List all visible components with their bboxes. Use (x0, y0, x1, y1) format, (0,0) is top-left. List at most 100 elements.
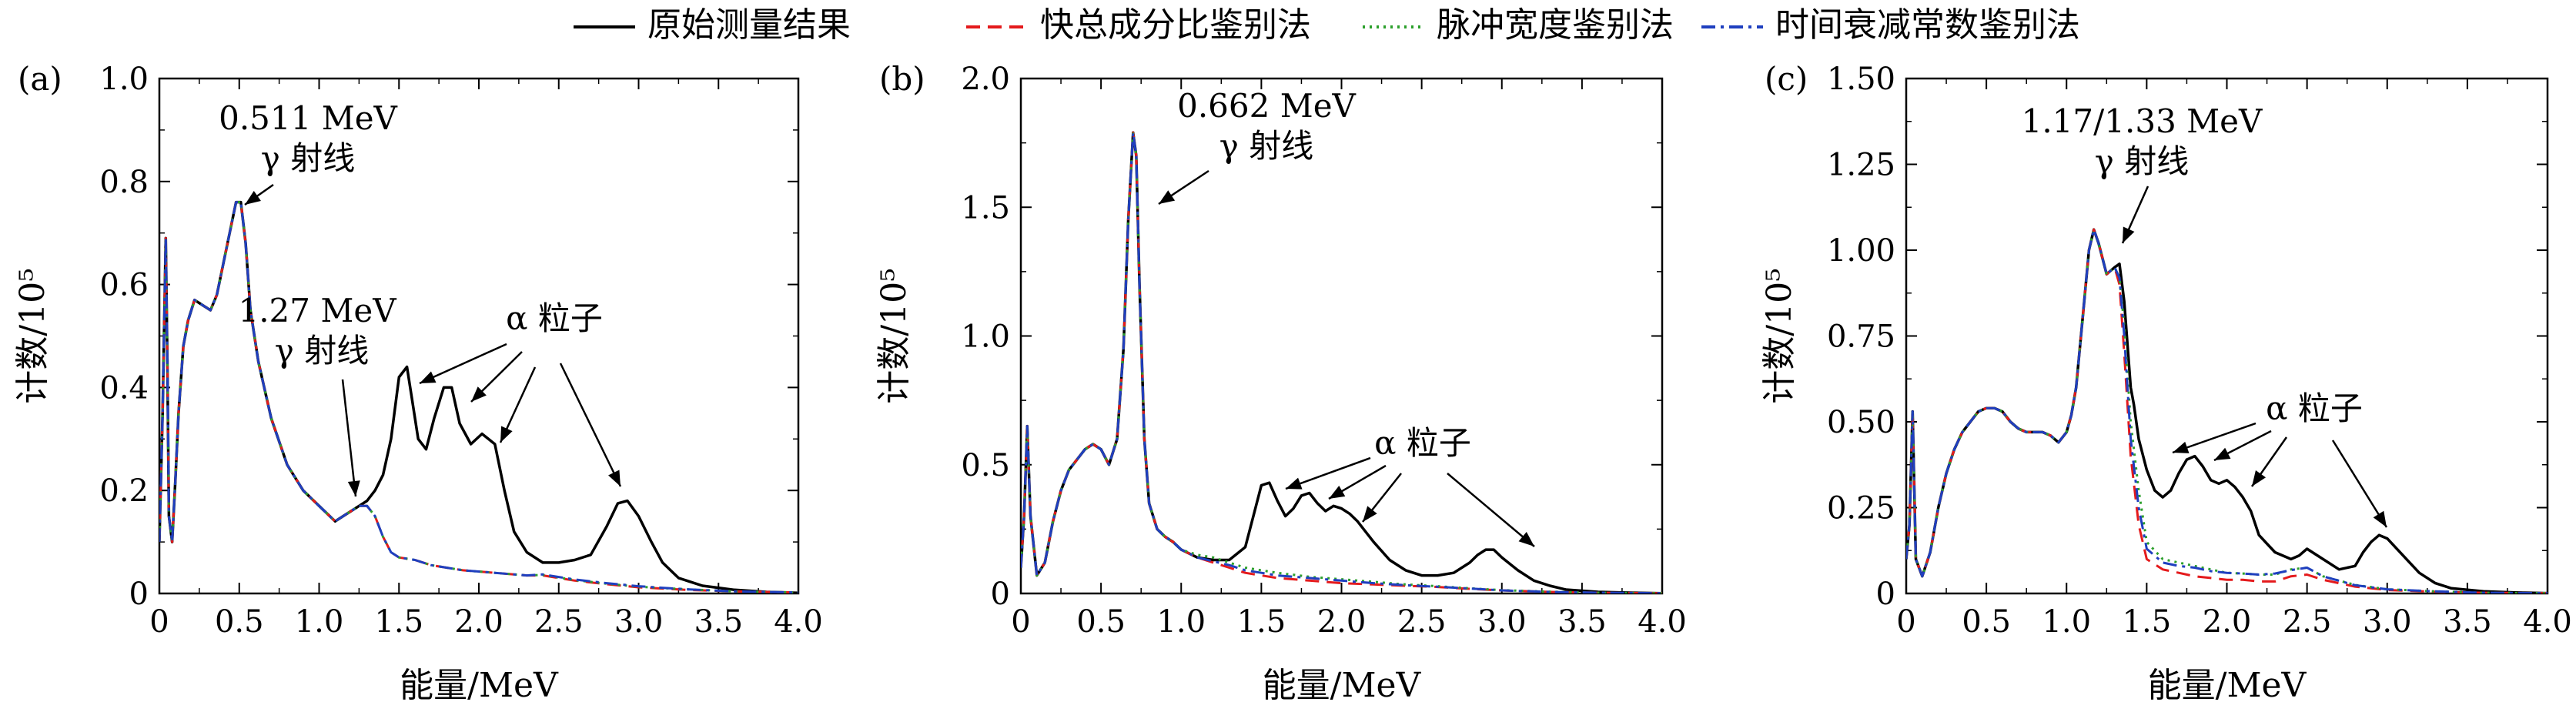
x-tick-label: 4.0 (1638, 604, 1687, 640)
x-tick-label: 1.0 (1156, 604, 1206, 640)
annotation-arrow (2331, 440, 2388, 528)
annotation-arrowhead (1363, 506, 1377, 522)
x-tick-label: 2.5 (1397, 604, 1447, 640)
x-tick-label: 1.5 (1237, 604, 1286, 640)
x-tick-label: 0 (1011, 604, 1030, 640)
x-tick-label: 1.5 (2123, 604, 2172, 640)
y-tick-label: 0.6 (99, 268, 149, 303)
x-tick-label: 2.0 (2203, 604, 2252, 640)
x-tick-label: 1.0 (295, 604, 344, 640)
legend-label-3: 脉冲宽度鉴别法 (1437, 5, 1674, 45)
annotation-arrowhead (347, 480, 360, 496)
y-tick-label: 0.75 (1827, 319, 1895, 355)
annotation-arrowhead (1286, 477, 1303, 490)
series-line-1 (159, 200, 798, 593)
y-axis-label: 计数/10⁵ (13, 268, 52, 403)
y-axis-label: 计数/10⁵ (875, 268, 914, 403)
legend-label-1: 原始测量结果 (647, 5, 851, 45)
x-axis-label: 能量/MeV (1263, 666, 1422, 705)
x-tick-label: 3.5 (1557, 604, 1607, 640)
x-tick-label: 0 (149, 604, 169, 640)
y-tick-label: 1.5 (961, 190, 1010, 226)
annotation-text: α 粒子 (506, 299, 603, 337)
y-tick-label: 1.00 (1827, 233, 1895, 269)
x-tick-label: 4.0 (774, 604, 823, 640)
y-tick-label: 0 (991, 577, 1010, 612)
legend-label-2: 快总成分比鉴别法 (1040, 5, 1311, 45)
annotation-arrowhead (1518, 532, 1534, 547)
panel-2: 0 0.5 1.0 1.5 2.0 2.5 3.0 3.5 4.0 0 0.5 1.0 1.5 2.0 (b… (875, 60, 1687, 705)
chart-legend: 原始测量结果 快总成分比鉴别法 脉冲宽度鉴别法 时间衰减常数鉴别法 (574, 5, 2080, 45)
x-tick-label: 1.5 (374, 604, 423, 640)
annotation-arrowhead (420, 371, 437, 383)
panel-label: (b) (879, 60, 925, 98)
panel-label: (a) (18, 60, 62, 98)
panel-1: 0 0.5 1.0 1.5 2.0 2.5 3.0 3.5 4.0 0 0.2 0.4 0.6 0.8 1.… (13, 60, 823, 705)
y-tick-label: 1.25 (1827, 148, 1895, 183)
x-tick-label: 3.5 (2443, 604, 2492, 640)
annotation-arrow (419, 343, 507, 385)
annotation-text: α 粒子 (2266, 389, 2363, 427)
x-tick-label: 2.5 (534, 604, 584, 640)
annotation-subtext: γ 射线 (275, 332, 369, 369)
annotation-arrowhead (2373, 510, 2387, 527)
x-tick-label: 0.5 (1962, 604, 2011, 640)
y-tick-label: 0 (129, 577, 149, 612)
y-tick-label: 1.0 (961, 319, 1010, 355)
y-tick-label: 0.25 (1827, 491, 1895, 526)
y-tick-label: 0.5 (961, 448, 1010, 483)
x-tick-label: 0 (1896, 604, 1915, 640)
y-axis-label: 计数/10⁵ (1760, 268, 1799, 403)
annotation-arrowhead (608, 470, 621, 486)
x-tick-label: 4.0 (2523, 604, 2572, 640)
annotation-text: 0.662 MeV (1177, 87, 1356, 125)
annotation-arrow (559, 363, 622, 487)
annotation-arrowhead (1159, 190, 1176, 204)
annotation-arrowhead (245, 190, 261, 205)
annotation-text: 0.511 MeV (219, 99, 397, 137)
x-tick-label: 3.0 (2363, 604, 2412, 640)
series-line-1 (1906, 228, 2548, 593)
x-tick-label: 2.5 (2283, 604, 2332, 640)
annotation-text: 1.17/1.33 MeV (2022, 102, 2263, 140)
y-tick-label: 0.50 (1827, 405, 1895, 440)
x-axis-label: 能量/MeV (2148, 666, 2307, 705)
y-tick-label: 0.8 (99, 165, 149, 200)
annotation-arrow (341, 379, 357, 497)
annotation-subtext: γ 射线 (2095, 142, 2189, 180)
annotation-arrowhead (471, 386, 487, 402)
y-tick-label: 0 (1876, 577, 1895, 612)
x-tick-label: 3.5 (694, 604, 743, 640)
series-line-3 (1021, 131, 1662, 593)
y-tick-label: 0.2 (99, 473, 149, 509)
plot-frame (1905, 77, 2549, 595)
x-tick-label: 2.0 (1317, 604, 1367, 640)
annotation-arrowhead (1329, 486, 1346, 499)
x-tick-label: 3.0 (614, 604, 664, 640)
annotation-subtext: γ 射线 (261, 139, 355, 177)
x-tick-label: 2.0 (454, 604, 503, 640)
panel-3: 0 0.5 1.0 1.5 2.0 2.5 3.0 3.5 4.0 0 0.25 0.50 0.75 1.… (1760, 60, 2572, 705)
series-line-1 (1021, 131, 1662, 593)
series-line-4 (1906, 228, 2548, 593)
series-line-4 (159, 201, 798, 593)
y-tick-label: 2.0 (961, 62, 1010, 97)
annotation-arrowhead (2214, 447, 2231, 460)
series-line-4 (1021, 131, 1662, 593)
annotation-arrow (1447, 473, 1535, 547)
series-line-2 (1021, 131, 1662, 593)
x-tick-label: 0.5 (1076, 604, 1126, 640)
y-tick-label: 1.50 (1827, 62, 1895, 97)
annotation-arrowhead (2123, 226, 2135, 243)
annotation-text: 1.27 MeV (238, 292, 396, 329)
panel-label: (c) (1765, 60, 1808, 98)
x-tick-label: 1.0 (2042, 604, 2091, 640)
annotation-text: α 粒子 (1374, 424, 1471, 462)
x-axis-label: 能量/MeV (400, 666, 559, 705)
plot-frame (1019, 77, 1664, 595)
x-tick-label: 3.0 (1477, 604, 1527, 640)
y-tick-label: 1.0 (99, 62, 149, 97)
annotation-arrowhead (2173, 441, 2190, 453)
annotation-arrowhead (500, 426, 513, 443)
x-tick-label: 0.5 (215, 604, 264, 640)
